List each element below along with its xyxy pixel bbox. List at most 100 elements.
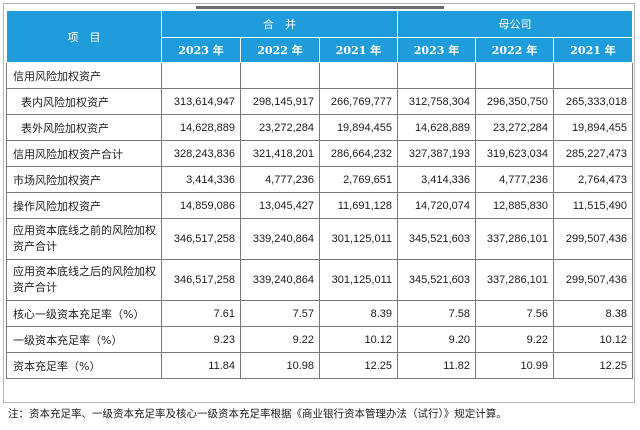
cell-value: 10.98 [240,352,320,379]
header-item: 项 目 [6,10,162,63]
cell-value: 3,414,336 [161,166,241,193]
cell-value [240,62,320,89]
row-label: 表外风险加权资产 [6,114,162,141]
header-year: 2022 年 [240,37,320,63]
cell-value: 299,507,436 [553,259,633,301]
row-label: 应用资本底线之前的风险加权资产合计 [6,218,162,260]
row-label: 资本充足率（%） [6,352,162,379]
row-label: 核心一级资本充足率（%） [6,300,162,327]
row-label: 一级资本充足率（%） [6,326,162,353]
cell-value: 9.22 [240,326,320,353]
table-row: 信用风险加权资产合计 328,243,836 321,418,201 286,6… [6,140,633,167]
cell-value: 11,515,490 [553,192,633,219]
cell-value: 337,286,101 [475,259,554,301]
cell-value: 346,517,258 [161,218,241,260]
header-year: 2021 年 [319,37,398,63]
table-row: 市场风险加权资产 3,414,336 4,777,236 2,769,651 3… [6,166,633,193]
cell-value: 12,885,830 [475,192,554,219]
cell-value: 265,333,018 [553,88,633,115]
cell-value: 13,045,427 [240,192,320,219]
cell-value: 339,240,864 [240,259,320,301]
row-label: 信用风险加权资产合计 [6,140,162,167]
cell-value: 12.25 [553,352,633,379]
cell-value: 266,769,777 [319,88,398,115]
cell-value: 286,664,232 [319,140,398,167]
header-year: 2021 年 [553,37,633,63]
cell-value: 14,859,086 [161,192,241,219]
table-footnote: 注：资本充足率、一级资本充足率及核心一级资本充足率根据《商业银行资本管理办法（试… [8,408,507,420]
cell-value: 339,240,864 [240,218,320,260]
cell-value: 319,623,034 [475,140,554,167]
table-row: 表内风险加权资产 313,614,947 298,145,917 266,769… [6,88,633,115]
cell-value [553,62,633,89]
top-rule [196,6,444,9]
table-row: 一级资本充足率（%） 9.23 9.22 10.12 9.20 9.22 10.… [6,326,633,353]
cell-value: 19,894,455 [553,114,633,141]
cell-value: 321,418,201 [240,140,320,167]
row-label: 信用风险加权资产 [6,62,162,89]
cell-value: 10.12 [553,326,633,353]
cell-value: 8.38 [553,300,633,327]
cell-value [161,62,241,89]
cell-value: 8.39 [319,300,398,327]
cell-value: 9.22 [475,326,554,353]
cell-value: 345,521,603 [397,259,476,301]
cell-value: 4,777,236 [240,166,320,193]
cell-value: 337,286,101 [475,218,554,260]
table-frame [3,3,635,403]
cell-value: 23,272,284 [240,114,320,141]
cell-value: 328,243,836 [161,140,241,167]
header-consolidated: 合 并 [161,10,398,38]
cell-value: 3,414,336 [397,166,476,193]
table-row: 操作风险加权资产 14,859,086 13,045,427 11,691,12… [6,192,633,219]
cell-value: 301,125,011 [319,259,398,301]
cell-value: 313,614,947 [161,88,241,115]
row-label: 市场风险加权资产 [6,166,162,193]
cell-value: 9.23 [161,326,241,353]
cell-value: 7.61 [161,300,241,327]
header-parent-company: 母公司 [397,10,633,38]
cell-value: 19,894,455 [319,114,398,141]
row-label: 应用资本底线之后的风险加权资产合计 [6,259,162,301]
table-row: 信用风险加权资产 [6,62,633,89]
cell-value: 285,227,473 [553,140,633,167]
cell-value: 345,521,603 [397,218,476,260]
capital-adequacy-table: 项 目 合 并 母公司 2023 年 2022 年 2021 年 2023 年 … [6,10,633,379]
cell-value [397,62,476,89]
cell-value: 312,758,304 [397,88,476,115]
cell-value: 14,628,889 [397,114,476,141]
cell-value: 301,125,011 [319,218,398,260]
cell-value: 7.56 [475,300,554,327]
table-row: 应用资本底线之后的风险加权资产合计 346,517,258 339,240,86… [6,259,633,301]
cell-value: 4,777,236 [475,166,554,193]
cell-value: 11.84 [161,352,241,379]
cell-value: 10.99 [475,352,554,379]
header-year: 2023 年 [397,37,476,63]
cell-value: 12.25 [319,352,398,379]
cell-value: 14,628,889 [161,114,241,141]
cell-value [319,62,398,89]
row-label: 表内风险加权资产 [6,88,162,115]
cell-value: 11,691,128 [319,192,398,219]
cell-value: 14,720,074 [397,192,476,219]
cell-value: 23,272,284 [475,114,554,141]
cell-value: 299,507,436 [553,218,633,260]
cell-value: 9.20 [397,326,476,353]
cell-value: 2,769,651 [319,166,398,193]
table-row: 资本充足率（%） 11.84 10.98 12.25 11.82 10.99 1… [6,352,633,379]
row-label: 操作风险加权资产 [6,192,162,219]
cell-value: 298,145,917 [240,88,320,115]
header-year: 2023 年 [161,37,241,63]
cell-value: 327,387,193 [397,140,476,167]
cell-value: 7.57 [240,300,320,327]
table-row: 核心一级资本充足率（%） 7.61 7.57 8.39 7.58 7.56 8.… [6,300,633,327]
table-row: 应用资本底线之前的风险加权资产合计 346,517,258 339,240,86… [6,218,633,260]
table-row: 表外风险加权资产 14,628,889 23,272,284 19,894,45… [6,114,633,141]
cell-value: 296,350,750 [475,88,554,115]
cell-value: 2,764,473 [553,166,633,193]
cell-value: 7.58 [397,300,476,327]
cell-value: 10.12 [319,326,398,353]
cell-value: 11.82 [397,352,476,379]
cell-value [475,62,554,89]
header-year: 2022 年 [475,37,554,63]
